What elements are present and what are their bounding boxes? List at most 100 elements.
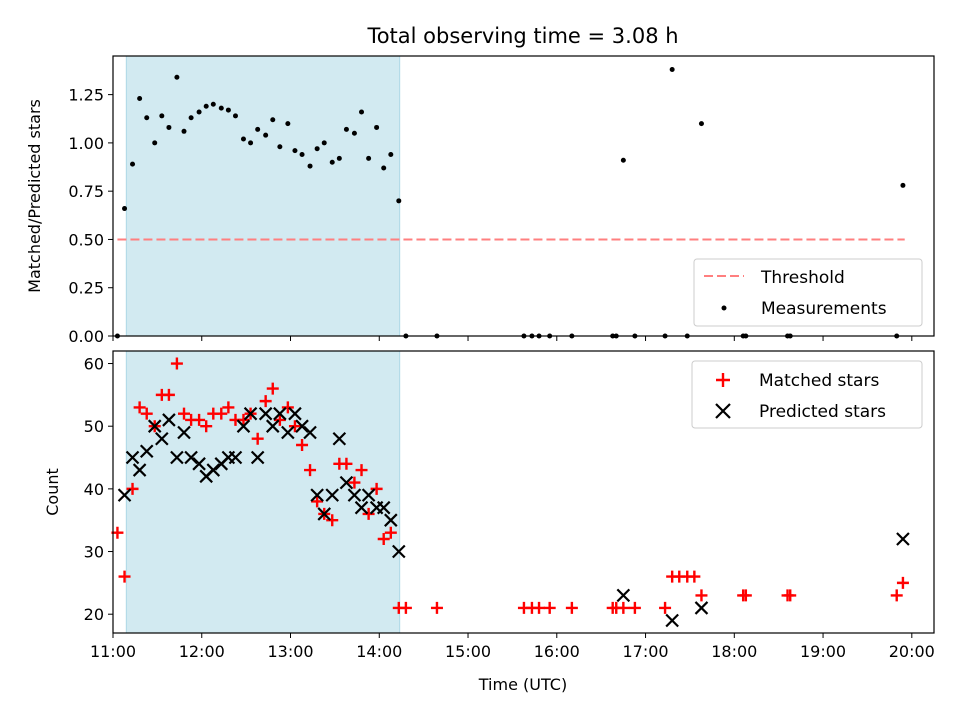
- measurement-point: [188, 115, 194, 121]
- matched-star-point: [251, 432, 264, 445]
- x-tick-label: 18:00: [711, 642, 757, 661]
- measurement-point: [381, 165, 387, 171]
- measurement-point: [174, 74, 180, 80]
- measurement-point: [620, 157, 626, 163]
- predicted-legend-label: Predicted stars: [759, 402, 886, 422]
- predicted-star-point: [273, 406, 287, 421]
- observing-span-shading: [125, 55, 401, 337]
- predicted-legend-swatch: [715, 403, 731, 419]
- predicted-star-point: [303, 425, 317, 440]
- predicted-star-point: [228, 450, 243, 465]
- matched-star-point: [126, 482, 139, 495]
- measurement-point: [248, 140, 254, 146]
- y-tick-label: 1.25: [68, 86, 104, 105]
- matched-star-point: [304, 464, 317, 477]
- matched-legend-swatch: [716, 373, 730, 387]
- matched-star-point: [543, 601, 556, 614]
- measurement-point: [329, 159, 335, 165]
- measurement-point: [218, 105, 224, 111]
- x-tick-label: 16:00: [534, 642, 580, 661]
- matched-star-point: [281, 401, 294, 414]
- predicted-star-point: [354, 500, 369, 515]
- measurements-legend-swatch: [721, 305, 727, 311]
- measurement-point: [181, 128, 187, 134]
- measurement-point: [285, 121, 291, 127]
- predicted-star-point: [616, 588, 631, 603]
- predicted-star-point: [332, 431, 347, 446]
- bottom-legend-box: [691, 360, 923, 429]
- matched-legend-label: Matched stars: [759, 371, 879, 391]
- measurement-point: [232, 113, 238, 119]
- y-tick-label: 0.75: [68, 182, 104, 201]
- measurement-point: [292, 148, 298, 154]
- matched-star-point: [695, 589, 708, 602]
- matched-star-point: [162, 388, 175, 401]
- measurement-point: [351, 130, 357, 136]
- matched-star-point: [370, 482, 383, 495]
- y-tick-label: 60: [84, 355, 104, 374]
- measurement-point: [130, 161, 136, 167]
- axes-frame: [112, 55, 935, 337]
- axes-frame: [112, 350, 935, 634]
- measurement-point: [374, 124, 380, 130]
- matched-star-point: [890, 589, 903, 602]
- predicted-star-point: [250, 450, 265, 465]
- measurement-point: [299, 151, 305, 157]
- measurement-point: [336, 155, 342, 161]
- x-tick-label: 20:00: [889, 642, 935, 661]
- threshold-legend-label: Threshold: [760, 268, 845, 288]
- predicted-star-point: [162, 413, 176, 427]
- predicted-star-point: [243, 406, 258, 421]
- matched-star-point: [215, 407, 228, 420]
- x-tick-label: 15:00: [445, 642, 491, 661]
- predicted-star-point: [139, 444, 154, 459]
- bottom-plot-area: 20 30 40 50 60 11:00 12:00 13:00 14:00 15:00 16:00…: [84, 350, 935, 661]
- measurement-point: [388, 151, 394, 157]
- y-tick-label: 0.25: [68, 279, 104, 298]
- matched-star-point: [311, 495, 324, 508]
- top-legend: Threshold Measurements: [693, 258, 923, 327]
- measurement-point: [314, 146, 320, 152]
- x-tick-label: 19:00: [800, 642, 846, 661]
- matched-star-point: [355, 464, 368, 477]
- measurement-point: [225, 107, 231, 113]
- measurement-point: [366, 155, 372, 161]
- measurement-point: [144, 115, 150, 121]
- predicted-star-point: [310, 488, 324, 502]
- x-tick-label: 11:00: [90, 642, 136, 661]
- matched-star-point: [296, 439, 309, 451]
- y-tick-label: 0.50: [68, 230, 104, 249]
- predicted-star-point: [376, 500, 391, 515]
- measurement-point: [203, 103, 209, 109]
- matched-star-point: [384, 526, 397, 539]
- predicted-star-point: [258, 406, 273, 421]
- predicted-star-point: [317, 507, 332, 521]
- predicted-star-point: [295, 419, 309, 433]
- measurement-point: [196, 109, 202, 115]
- matched-star-point: [430, 601, 443, 614]
- matched-star-point: [222, 401, 235, 414]
- matched-star-point: [628, 601, 641, 614]
- predicted-star-point: [117, 488, 132, 502]
- x-tick-label: 14:00: [356, 642, 402, 661]
- measurement-point: [307, 163, 313, 169]
- predicted-star-point: [155, 431, 169, 446]
- measurement-point: [359, 109, 365, 115]
- matched-star-point: [399, 601, 412, 614]
- predicted-star-point: [206, 463, 221, 477]
- predicted-star-point: [339, 475, 354, 490]
- measurement-point: [159, 113, 165, 119]
- matched-star-point: [118, 570, 131, 583]
- measurement-point: [152, 140, 158, 146]
- predicted-star-point: [192, 457, 206, 471]
- x-tick-label: 13:00: [267, 642, 313, 661]
- top-y-axis-label: Matched/Predicted stars: [25, 99, 44, 293]
- matched-star-point: [348, 476, 361, 489]
- predicted-star-point: [384, 513, 398, 527]
- bottom-y-axis-label: Count: [43, 468, 62, 516]
- matched-star-point: [688, 570, 701, 583]
- measurement-point: [137, 95, 143, 101]
- bottom-x-axis-label: Time (UTC): [478, 675, 567, 694]
- y-tick-label: 30: [84, 543, 104, 562]
